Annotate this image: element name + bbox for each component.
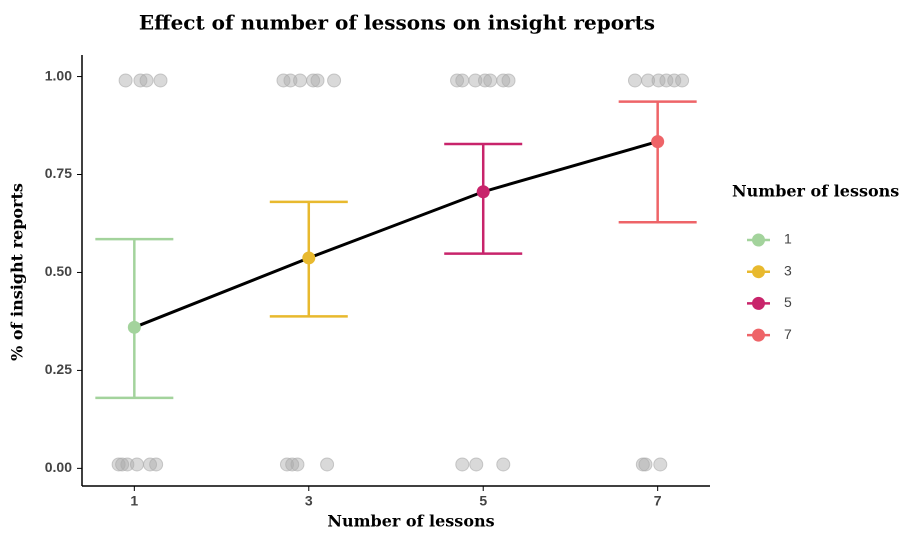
observation xyxy=(450,73,465,88)
observation xyxy=(627,73,642,88)
mean-point xyxy=(651,135,665,149)
y-tick-label: 0.75 xyxy=(45,165,72,181)
observation xyxy=(496,73,511,88)
observation xyxy=(139,73,154,88)
observation xyxy=(638,457,653,472)
y-axis-label: % of insight reports xyxy=(8,183,27,361)
observation xyxy=(675,73,690,88)
legend-label: 3 xyxy=(784,262,792,278)
observation xyxy=(501,73,516,88)
observation xyxy=(496,457,511,472)
mean-point xyxy=(127,320,141,334)
x-tick-label: 1 xyxy=(130,493,138,509)
y-tick-label: 0.25 xyxy=(45,361,72,377)
x-axis-label: Number of lessons xyxy=(327,512,494,531)
observation xyxy=(469,457,484,472)
y-tick-label: 1.00 xyxy=(45,67,72,83)
observation xyxy=(306,73,321,88)
y-tick-label: 0.00 xyxy=(45,459,72,475)
x-tick-label: 7 xyxy=(654,493,662,509)
observation xyxy=(667,73,682,88)
observation xyxy=(129,457,144,472)
observation xyxy=(327,73,342,88)
x-tick-label: 5 xyxy=(479,493,487,509)
mean-point xyxy=(302,251,316,265)
observation xyxy=(153,73,168,88)
observation xyxy=(455,457,470,472)
observation xyxy=(310,73,325,88)
observation xyxy=(118,73,133,88)
observation xyxy=(653,457,668,472)
observation xyxy=(455,73,470,88)
observation xyxy=(477,73,492,88)
legend-marker xyxy=(752,328,765,342)
observation xyxy=(285,457,300,472)
observation xyxy=(290,457,305,472)
x-tick-label: 3 xyxy=(305,493,313,509)
legend-marker xyxy=(752,265,765,279)
observation xyxy=(279,457,294,472)
legend-title: Number of lessons xyxy=(732,182,899,201)
legend-label: 1 xyxy=(784,231,792,247)
observation xyxy=(651,73,666,88)
legend-marker xyxy=(752,233,765,247)
observation xyxy=(483,73,498,88)
y-tick-label: 0.50 xyxy=(45,263,72,279)
legend-marker xyxy=(752,296,765,310)
legend-label: 7 xyxy=(784,326,792,342)
mean-point xyxy=(476,185,490,199)
mean-line xyxy=(133,140,659,329)
observation xyxy=(641,73,656,88)
observation xyxy=(468,73,483,88)
observation xyxy=(149,457,164,472)
observation xyxy=(115,457,130,472)
observation xyxy=(283,73,298,88)
observation xyxy=(320,457,335,472)
observation xyxy=(293,73,308,88)
observation xyxy=(120,457,135,472)
chart-title: Effect of number of lessons on insight r… xyxy=(139,11,655,35)
observation xyxy=(659,73,674,88)
legend-label: 5 xyxy=(784,294,792,310)
